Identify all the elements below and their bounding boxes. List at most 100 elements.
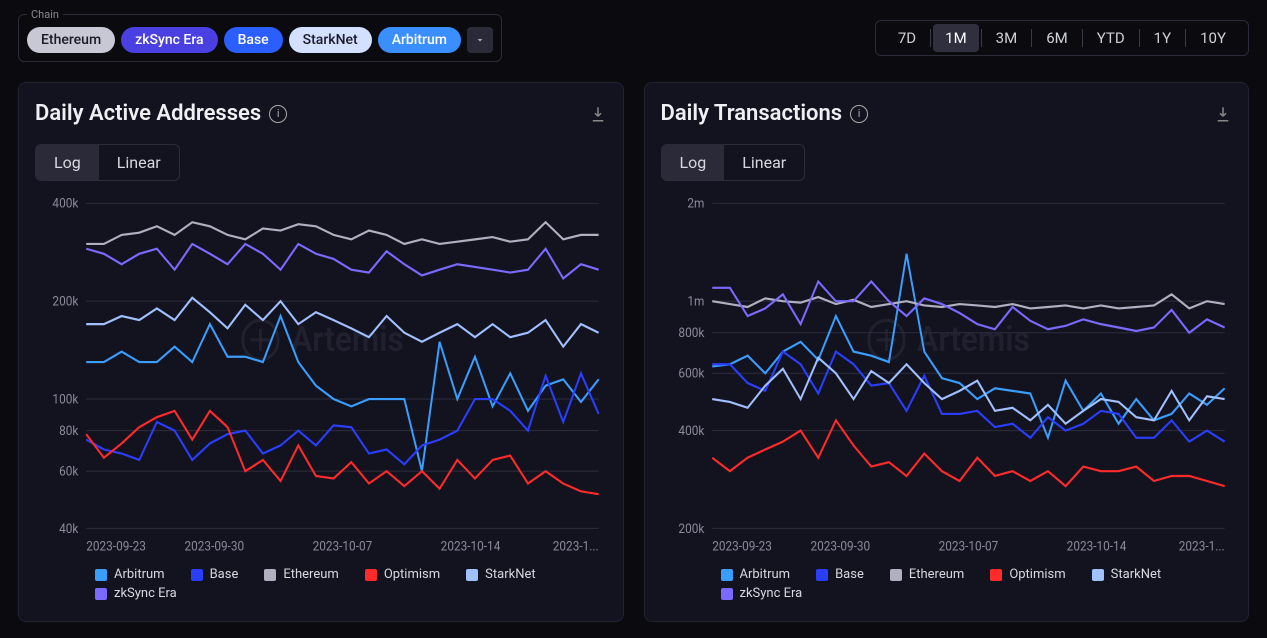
download-icon: [1214, 105, 1232, 123]
legend-label: zkSync Era: [740, 586, 803, 601]
panel-title: Daily Transactionsi: [661, 101, 869, 126]
scale-linear-button[interactable]: Linear: [99, 145, 179, 180]
legend-item-arbitrum[interactable]: Arbitrum: [95, 567, 165, 582]
range-1y[interactable]: 1Y: [1142, 24, 1183, 52]
y-tick-label: 60k: [59, 464, 79, 480]
legend-item-zksync[interactable]: zkSync Era: [721, 586, 803, 601]
panel-header: Daily Active Addressesi: [35, 101, 607, 126]
chain-chip-starknet[interactable]: StarkNet: [289, 27, 372, 53]
chain-filter: Chain EthereumzkSync Era BaseStarkNetArbi…: [18, 8, 502, 62]
y-tick-label: 80k: [59, 423, 79, 439]
legend-swatch: [721, 569, 733, 581]
y-tick-label: 200k: [52, 294, 79, 310]
scale-log-button[interactable]: Log: [36, 145, 99, 180]
panel-title: Daily Active Addressesi: [35, 101, 287, 126]
y-tick-label: 1m: [687, 294, 704, 310]
chain-chip-arbitrum[interactable]: Arbitrum: [378, 27, 461, 53]
legend-swatch: [191, 569, 203, 581]
chain-filter-label: Chain: [27, 8, 63, 21]
legend-swatch: [466, 569, 478, 581]
series-base: [712, 352, 1224, 442]
legend-item-ethereum[interactable]: Ethereum: [264, 567, 338, 582]
series-zksync: [86, 244, 598, 278]
legend: Arbitrum Base Ethereum Optimism StarkNet zkSy…: [35, 559, 607, 601]
chain-chip-zksync[interactable]: zkSync Era: [121, 27, 217, 53]
series-base: [86, 373, 598, 464]
range-separator: [1082, 29, 1083, 47]
x-tick-label: 2023-1...: [553, 539, 599, 555]
download-button[interactable]: [589, 105, 607, 123]
y-tick-label: 600k: [678, 366, 705, 382]
range-7d[interactable]: 7D: [886, 24, 928, 52]
legend-label: Ethereum: [909, 567, 964, 582]
x-tick-label: 2023-1...: [1178, 539, 1224, 555]
range-10y[interactable]: 10Y: [1188, 24, 1238, 52]
legend-item-arbitrum[interactable]: Arbitrum: [721, 567, 791, 582]
x-tick-label: 2023-09-30: [184, 539, 244, 555]
legend-swatch: [95, 588, 107, 600]
legend-label: Base: [210, 567, 239, 582]
legend-swatch: [990, 569, 1002, 581]
series-ethereum: [86, 222, 598, 244]
x-tick-label: 2023-09-23: [712, 539, 772, 555]
legend-item-starknet[interactable]: StarkNet: [466, 567, 535, 582]
download-button[interactable]: [1214, 105, 1232, 123]
x-tick-label: 2023-09-30: [810, 539, 870, 555]
legend-item-optimism[interactable]: Optimism: [365, 567, 440, 582]
legend-item-base[interactable]: Base: [816, 567, 864, 582]
legend-label: Arbitrum: [114, 567, 165, 582]
y-tick-label: 200k: [678, 521, 705, 537]
legend-swatch: [95, 569, 107, 581]
range-separator: [930, 29, 931, 47]
legend-label: StarkNet: [1111, 567, 1161, 582]
legend-label: Arbitrum: [740, 567, 791, 582]
panel-dtx: Daily Transactionsi LogLinear 200k 400k 600k…: [644, 82, 1250, 622]
legend-item-starknet[interactable]: StarkNet: [1092, 567, 1161, 582]
x-tick-label: 2023-10-14: [441, 539, 501, 555]
svg-text:Artemis: Artemis: [917, 319, 1029, 360]
range-1m[interactable]: 1M: [933, 24, 979, 52]
chain-dropdown-button[interactable]: [467, 27, 493, 53]
y-tick-label: 400k: [52, 196, 79, 212]
x-tick-label: 2023-10-14: [1066, 539, 1126, 555]
chain-chip-base[interactable]: Base: [224, 27, 283, 53]
range-separator: [981, 29, 982, 47]
scale-log-button[interactable]: Log: [662, 145, 725, 180]
info-icon[interactable]: i: [269, 105, 287, 123]
top-bar: Chain EthereumzkSync Era BaseStarkNetArbi…: [0, 0, 1267, 62]
y-tick-label: 800k: [678, 326, 705, 342]
range-separator: [1031, 29, 1032, 47]
panels-container: Daily Active AddressesiLogLinear40k60k80…: [0, 62, 1267, 622]
info-icon[interactable]: i: [850, 105, 868, 123]
legend-label: Optimism: [384, 567, 440, 582]
chevron-down-icon: [474, 34, 486, 46]
x-tick-label: 2023-10-07: [313, 539, 373, 555]
scale-linear-button[interactable]: Linear: [724, 145, 804, 180]
legend-swatch: [816, 569, 828, 581]
legend-item-ethereum[interactable]: Ethereum: [890, 567, 964, 582]
scale-toggle: LogLinear: [661, 144, 806, 181]
range-separator: [1185, 29, 1186, 47]
chart: 200k 400k 600k 800k 1m 2m Artemis 2023-09-23 202…: [661, 199, 1233, 559]
x-tick-label: 2023-10-07: [938, 539, 998, 555]
download-icon: [589, 105, 607, 123]
legend-item-optimism[interactable]: Optimism: [990, 567, 1065, 582]
legend-item-base[interactable]: Base: [191, 567, 239, 582]
range-ytd[interactable]: YTD: [1085, 24, 1137, 52]
legend-label: Optimism: [1009, 567, 1065, 582]
x-tick-label: 2023-09-23: [86, 539, 146, 555]
legend-item-zksync[interactable]: zkSync Era: [95, 586, 177, 601]
y-tick-label: 2m: [687, 196, 704, 212]
y-tick-label: 400k: [678, 423, 705, 439]
legend-label: Ethereum: [283, 567, 338, 582]
legend-swatch: [721, 588, 733, 600]
range-6m[interactable]: 6M: [1034, 24, 1080, 52]
panel-header: Daily Transactionsi: [661, 101, 1233, 126]
chain-chip-ethereum[interactable]: Ethereum: [27, 27, 115, 53]
legend-label: StarkNet: [485, 567, 535, 582]
range-selector: 7D1M3M6MYTD1Y10Y: [875, 20, 1249, 56]
legend-label: zkSync Era: [114, 586, 177, 601]
range-3m[interactable]: 3M: [984, 24, 1030, 52]
panel-daa: Daily Active AddressesiLogLinear40k60k80…: [18, 82, 624, 622]
range-separator: [1139, 29, 1140, 47]
